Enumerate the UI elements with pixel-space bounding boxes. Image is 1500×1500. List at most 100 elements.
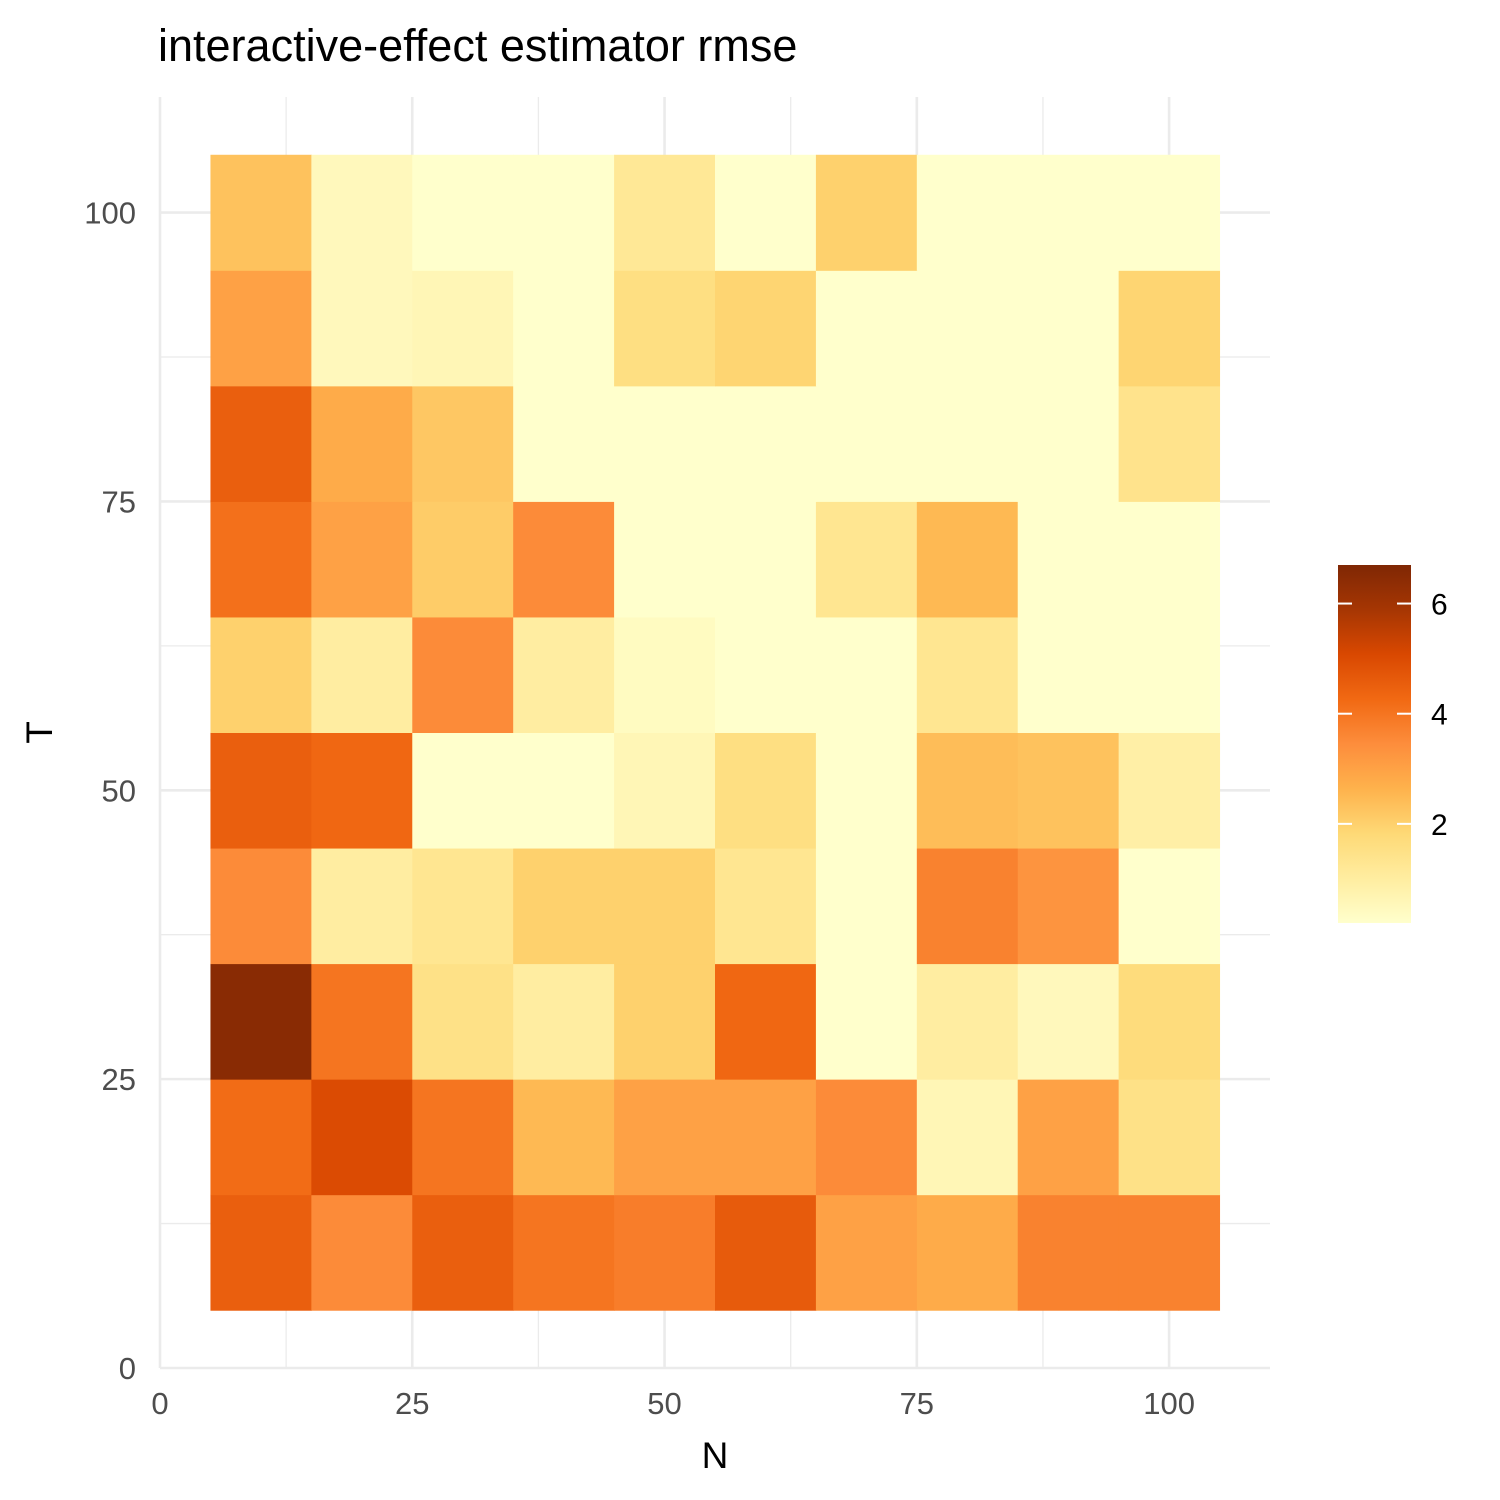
heatmap-cell	[1017, 270, 1120, 387]
heatmap-cell	[916, 1079, 1019, 1196]
y-axis-title: T	[19, 721, 60, 744]
heatmap-cell	[311, 732, 413, 849]
legend-tick-label: 6	[1431, 589, 1448, 622]
heatmap-cell	[715, 501, 817, 618]
legend-tick-label: 2	[1431, 809, 1448, 842]
legend-tick-label: 4	[1431, 699, 1448, 732]
heatmap-cell	[715, 732, 817, 849]
heatmap-cell	[614, 385, 716, 502]
heatmap-cell	[916, 848, 1019, 965]
heatmap-cell	[916, 1194, 1019, 1311]
y-tick-labels: 0 25 50 75 100	[84, 196, 136, 1386]
heatmap-cell	[1017, 848, 1120, 965]
heatmap-cell	[311, 616, 413, 733]
heatmap-cell	[815, 848, 918, 965]
heatmap-cell	[210, 385, 312, 502]
x-tick-label: 25	[395, 1386, 429, 1421]
heatmap-cell	[916, 501, 1019, 618]
heatmap-cell	[1118, 154, 1221, 271]
heatmap-cell	[513, 385, 615, 502]
heatmap-cell	[1017, 501, 1120, 618]
heatmap-cell	[412, 963, 514, 1080]
heatmap-cell	[513, 270, 615, 387]
heatmap-cell	[916, 732, 1019, 849]
legend-ticks: 2 4 6	[1338, 589, 1448, 842]
heatmap-cell	[412, 732, 514, 849]
heatmap-cell	[311, 385, 413, 502]
heatmap-cell	[614, 1194, 716, 1311]
heatmap-cell	[412, 616, 514, 733]
heatmap-cell	[1118, 616, 1221, 733]
heatmap-cell	[513, 732, 615, 849]
color-legend: 2 4 6	[1338, 565, 1448, 923]
heatmap-cell	[1017, 1079, 1120, 1196]
heatmap-cell	[210, 616, 312, 733]
x-tick-label: 100	[1143, 1386, 1195, 1421]
heatmap-cell	[1118, 848, 1221, 965]
heatmap-cell	[513, 1194, 615, 1311]
heatmap-cell	[916, 270, 1019, 387]
y-tick-label: 100	[84, 196, 136, 231]
heatmap-cell	[513, 616, 615, 733]
heatmap-cell	[210, 154, 312, 271]
heatmap-cell	[412, 1194, 514, 1311]
y-tick-label: 0	[119, 1351, 136, 1386]
heatmap-cell	[916, 154, 1019, 271]
heatmap-cell	[815, 501, 918, 618]
heatmap-cell	[311, 963, 413, 1080]
heatmap-cell	[815, 385, 918, 502]
heatmap-cell	[1017, 1194, 1120, 1311]
heatmap-cell	[1118, 270, 1221, 387]
heatmap-cell	[210, 270, 312, 387]
heatmap-cell	[1017, 963, 1120, 1080]
heatmap-cell	[614, 501, 716, 618]
heatmap-cell	[311, 848, 413, 965]
heatmap-cell	[715, 1079, 817, 1196]
heatmap-cell	[412, 848, 514, 965]
heatmap-cell	[916, 616, 1019, 733]
heatmap-cell	[1118, 385, 1221, 502]
heatmap-cell	[614, 848, 716, 965]
heatmap-cell	[513, 501, 615, 618]
x-tick-labels: 0 25 50 75 100	[151, 1386, 1195, 1421]
heatmap-cell	[210, 848, 312, 965]
heatmap-cell	[815, 154, 918, 271]
heatmap-cell	[815, 963, 918, 1080]
y-tick-label: 75	[102, 484, 136, 519]
heatmap-cell	[1118, 1079, 1221, 1196]
x-axis-title: N	[702, 1435, 729, 1476]
heatmap-cell	[513, 1079, 615, 1196]
heatmap-cell	[916, 963, 1019, 1080]
heatmap-cell	[614, 963, 716, 1080]
heatmap-cell	[614, 270, 716, 387]
heatmap-cell	[815, 616, 918, 733]
heatmap-cell	[513, 963, 615, 1080]
heatmap-cell	[614, 616, 716, 733]
heatmap-cell	[614, 1079, 716, 1196]
heatmap-cell	[311, 154, 413, 271]
heatmap-cell	[1118, 1194, 1221, 1311]
heatmap-cell	[210, 501, 312, 618]
heatmap-cell	[210, 1079, 312, 1196]
x-tick-label: 75	[900, 1386, 934, 1421]
x-tick-label: 50	[647, 1386, 681, 1421]
heatmap-cell	[1017, 732, 1120, 849]
heatmap-cell	[412, 1079, 514, 1196]
heatmap-cell	[614, 154, 716, 271]
heatmap-cell	[1118, 501, 1221, 618]
heatmap-cell	[1118, 963, 1221, 1080]
heatmap-cell	[311, 1079, 413, 1196]
heatmap-cell	[210, 1194, 312, 1311]
heatmap-cell	[412, 154, 514, 271]
heatmap-cell	[715, 1194, 817, 1311]
heatmap-cell	[1118, 732, 1221, 849]
heatmap-cells	[210, 154, 1221, 1311]
heatmap-cell	[412, 501, 514, 618]
heatmap-cell	[815, 732, 918, 849]
heatmap-cell	[715, 963, 817, 1080]
heatmap-cell	[412, 385, 514, 502]
heatmap-cell	[311, 270, 413, 387]
heatmap-cell	[815, 1194, 918, 1311]
heatmap-cell	[715, 616, 817, 733]
